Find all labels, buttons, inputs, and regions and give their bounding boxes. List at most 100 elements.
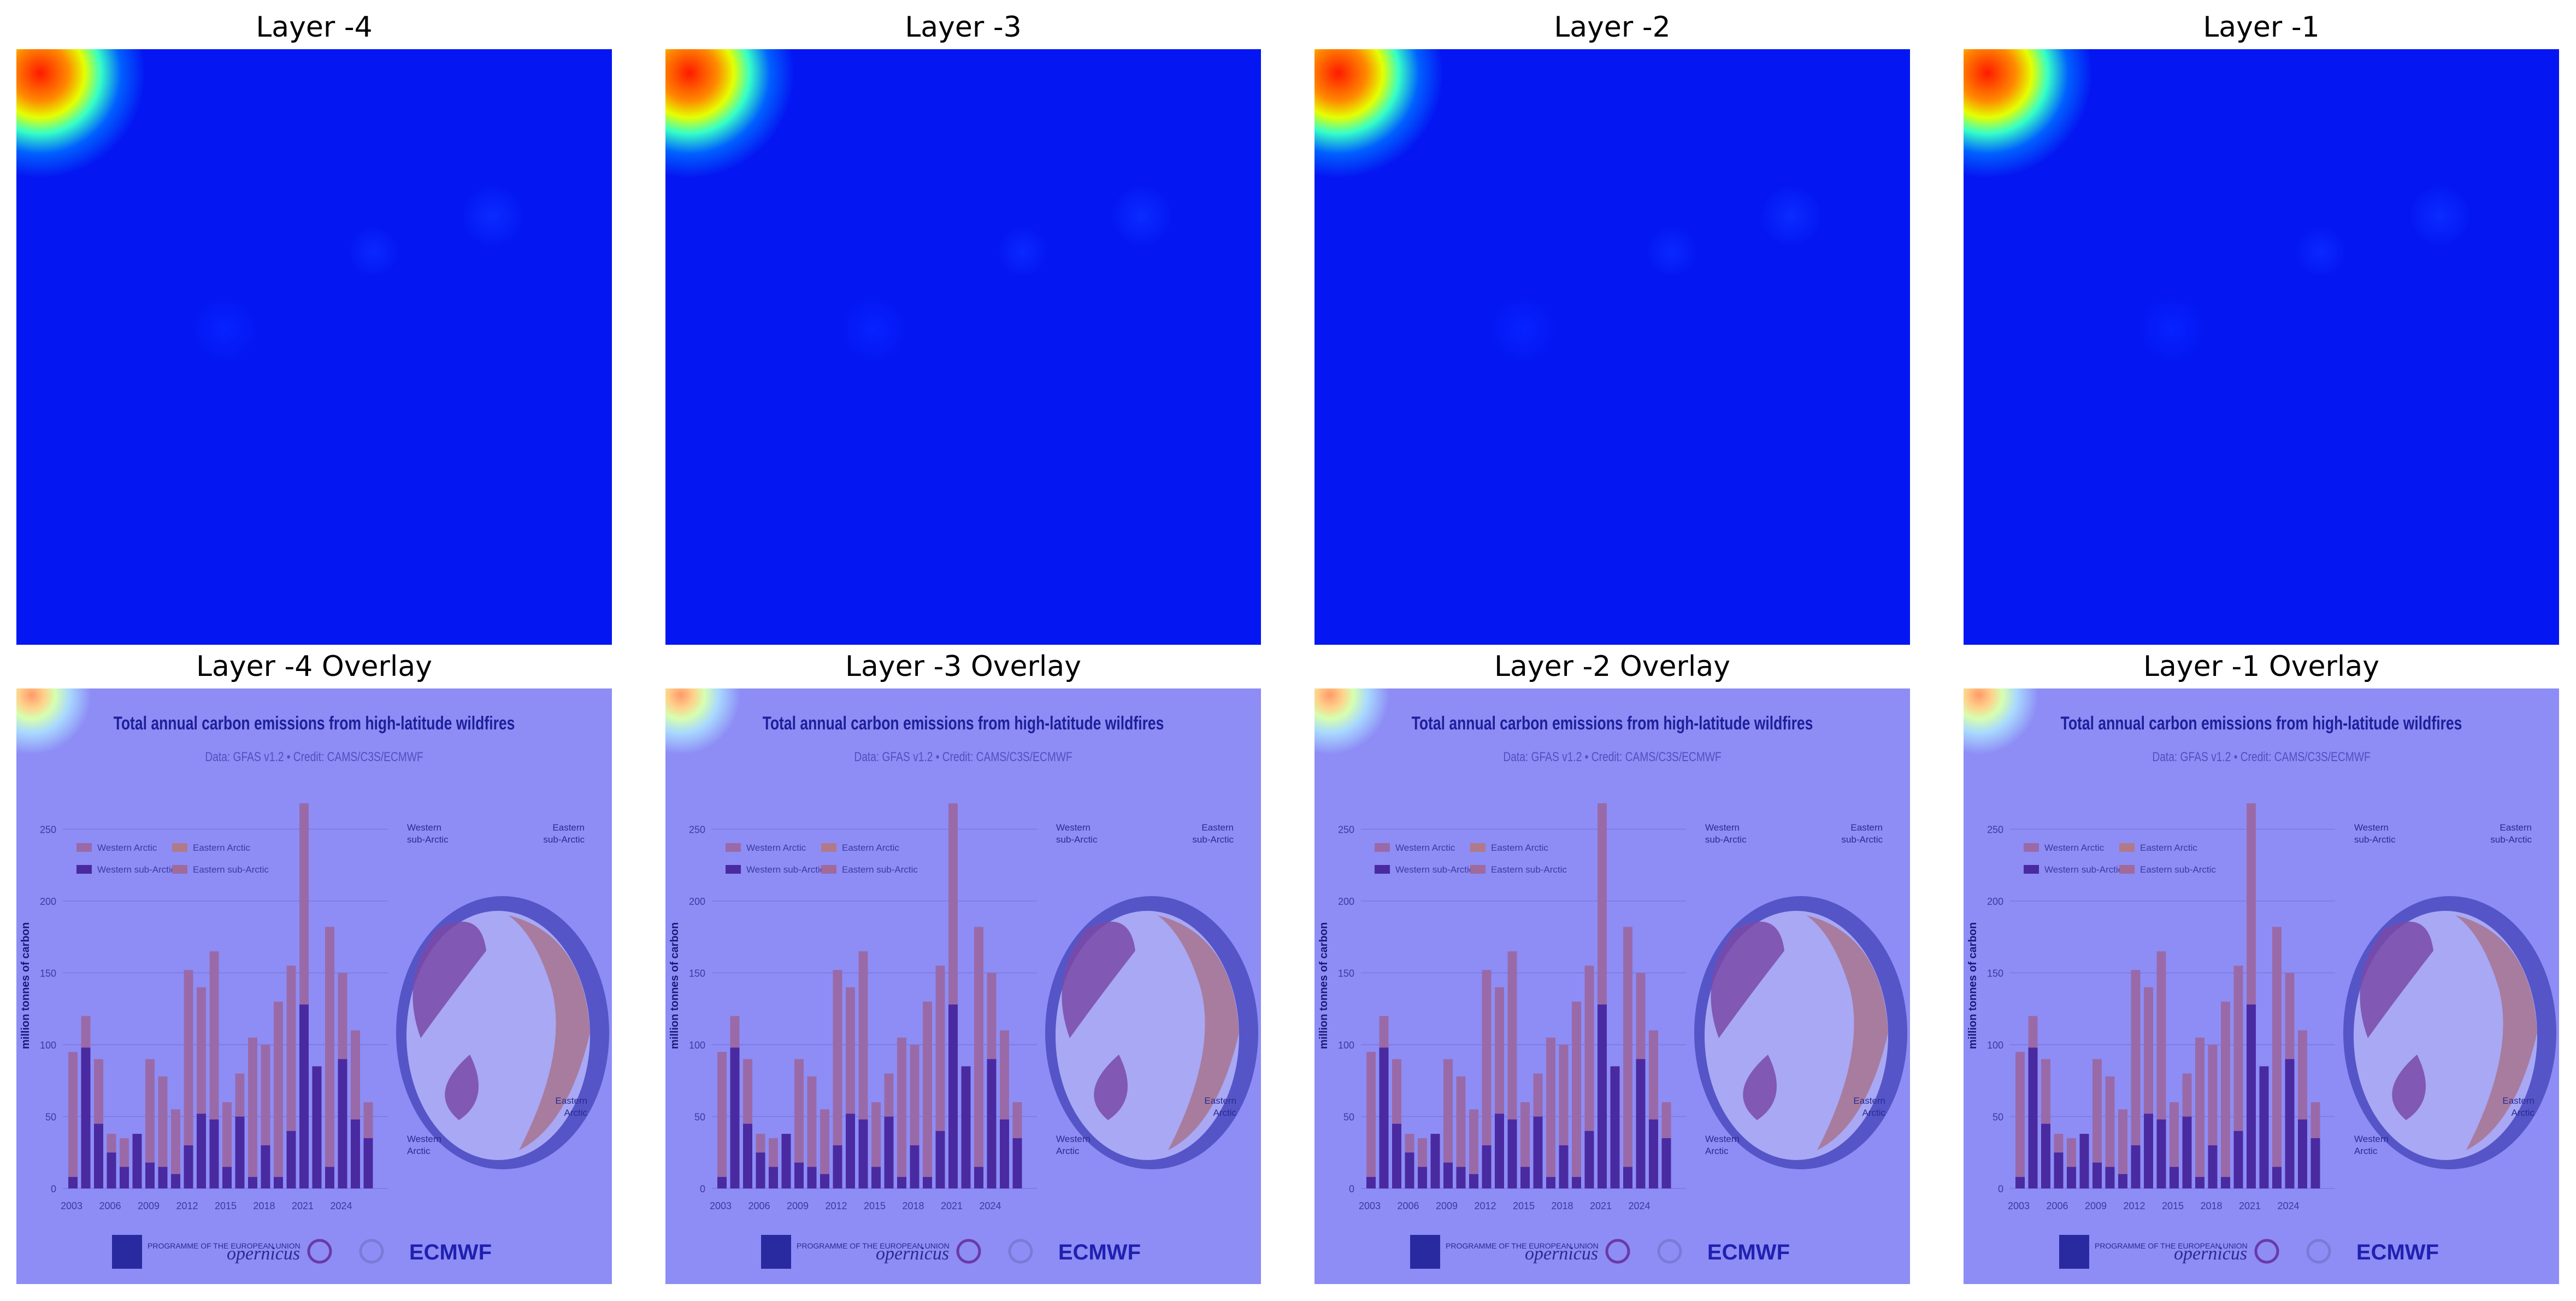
bar-lower xyxy=(2221,1176,2230,1188)
legend-swatch xyxy=(2119,843,2135,852)
map-label: Eastern xyxy=(552,822,585,833)
bar-lower xyxy=(730,1047,740,1188)
bar-lower xyxy=(769,1167,778,1188)
x-tick-label: 2021 xyxy=(292,1200,314,1211)
footer-copernicus: opernicus xyxy=(2174,1244,2247,1264)
y-tick-label: 150 xyxy=(689,968,705,979)
legend-swatch xyxy=(1375,843,1390,852)
legend-label: Western Arctic xyxy=(746,843,806,853)
bar-lower xyxy=(2079,1134,2089,1188)
infographic-title: Total annual carbon emissions from high-… xyxy=(1411,713,1813,734)
bar-lower xyxy=(2182,1116,2192,1188)
overlay-panel-1: Total annual carbon emissions from high-… xyxy=(16,688,612,1284)
y-tick-label: 0 xyxy=(51,1184,56,1194)
legend-swatch xyxy=(172,843,187,852)
bar-upper xyxy=(897,1037,906,1188)
bar-lower xyxy=(820,1174,829,1188)
legend-swatch xyxy=(76,843,92,852)
x-tick-label: 2018 xyxy=(1551,1200,1573,1211)
bar-lower xyxy=(1405,1152,1414,1188)
bar-upper xyxy=(1443,1059,1453,1188)
map-label: Arctic xyxy=(1056,1146,1080,1156)
infographic-title: Total annual carbon emissions from high-… xyxy=(2060,713,2462,734)
y-tick-label: 250 xyxy=(40,825,56,835)
y-tick-label: 200 xyxy=(1338,896,1354,907)
panel-title-4: Layer -1 xyxy=(2203,11,2320,44)
bar-lower xyxy=(923,1176,932,1188)
bar-lower xyxy=(987,1059,997,1188)
legend-label: Western sub-Arctic xyxy=(746,864,825,875)
map-label: Arctic xyxy=(1705,1146,1729,1156)
heatmap-panel-1 xyxy=(16,49,612,645)
y-tick-label: 100 xyxy=(689,1040,705,1051)
map-label: Western xyxy=(1705,1134,1740,1144)
map-label: Western xyxy=(2354,822,2389,833)
bar-lower xyxy=(2144,1114,2153,1188)
bar-upper xyxy=(794,1059,804,1188)
infographic-chart: 0 50 100 150 200 250 2003 2006 2009 2012 2015 2018 2… xyxy=(40,803,609,1269)
legend-swatch xyxy=(821,865,836,874)
footer-ecmwf: ECMWF xyxy=(409,1240,492,1264)
eu-flag-icon xyxy=(2059,1235,2089,1269)
bar-lower xyxy=(1520,1167,1530,1188)
heat-spot xyxy=(1314,688,1391,754)
panel-title-3: Layer -2 xyxy=(1554,11,1671,44)
bar-lower xyxy=(1418,1167,1427,1188)
bar-lower xyxy=(2054,1152,2064,1188)
bar-lower xyxy=(884,1116,894,1188)
map-label: Arctic xyxy=(1862,1108,1886,1118)
x-tick-label: 2015 xyxy=(1513,1200,1535,1211)
bar-lower xyxy=(158,1167,168,1188)
y-tick-label: 250 xyxy=(1338,825,1354,835)
legend-swatch xyxy=(1470,843,1486,852)
bar-lower xyxy=(363,1138,373,1188)
x-tick-label: 2015 xyxy=(2162,1200,2184,1211)
bar-lower xyxy=(312,1066,322,1188)
map-label: Eastern xyxy=(1204,1096,1236,1106)
bar-upper xyxy=(1469,1109,1478,1188)
bar-lower xyxy=(1546,1176,1555,1188)
bar-lower xyxy=(1392,1123,1401,1188)
climate-logo-icon xyxy=(956,1239,981,1264)
infographic-chart: 0 50 100 150 200 250 2003 2006 2009 2012 2015 2018 2… xyxy=(1338,803,1907,1269)
bar-upper xyxy=(1456,1076,1466,1188)
bar-lower xyxy=(197,1114,206,1188)
bar-lower xyxy=(858,1119,868,1188)
bar-lower xyxy=(781,1134,791,1188)
map-label: Western xyxy=(2354,1134,2389,1144)
infographic-subtitle: Data: GFAS v1.2 • Credit: CAMS/C3S/ECMWF xyxy=(854,750,1072,764)
x-tick-label: 2021 xyxy=(2239,1200,2261,1211)
bar-lower xyxy=(2156,1119,2166,1188)
bar-lower xyxy=(325,1167,334,1188)
bar-lower xyxy=(338,1059,347,1188)
x-tick-label: 2024 xyxy=(1628,1200,1650,1211)
y-tick-label: 250 xyxy=(689,825,705,835)
bar-lower xyxy=(1495,1114,1504,1188)
legend-swatch xyxy=(2024,843,2039,852)
infographic-title: Total annual carbon emissions from high-… xyxy=(113,713,515,734)
bar-upper xyxy=(1482,970,1492,1188)
bar-lower xyxy=(261,1145,270,1188)
bar-lower xyxy=(2028,1047,2038,1188)
x-tick-label: 2009 xyxy=(138,1200,160,1211)
bar-upper xyxy=(2118,1109,2127,1188)
y-tick-label: 250 xyxy=(1987,825,2003,835)
map-label: Eastern xyxy=(555,1096,587,1106)
bar-upper xyxy=(2092,1059,2102,1188)
bar-lower xyxy=(1649,1119,1658,1188)
y-tick-label: 150 xyxy=(1987,968,2003,979)
footer-copernicus: opernicus xyxy=(227,1244,300,1264)
bar-lower xyxy=(1533,1116,1543,1188)
climate-logo-icon xyxy=(1605,1239,1630,1264)
map-label: Arctic xyxy=(1213,1108,1237,1118)
x-tick-label: 2018 xyxy=(253,1200,275,1211)
footer-copernicus: opernicus xyxy=(876,1244,949,1264)
overlay-panel-4: Total annual carbon emissions from high-… xyxy=(1964,688,2559,1284)
bar-lower xyxy=(897,1176,906,1188)
bar-lower xyxy=(1507,1119,1517,1188)
x-tick-label: 2006 xyxy=(1397,1200,1419,1211)
map-label: sub-Arctic xyxy=(1705,834,1747,845)
bar-lower xyxy=(1366,1176,1376,1188)
bar-lower xyxy=(222,1167,232,1188)
eu-flag-icon xyxy=(761,1235,791,1269)
